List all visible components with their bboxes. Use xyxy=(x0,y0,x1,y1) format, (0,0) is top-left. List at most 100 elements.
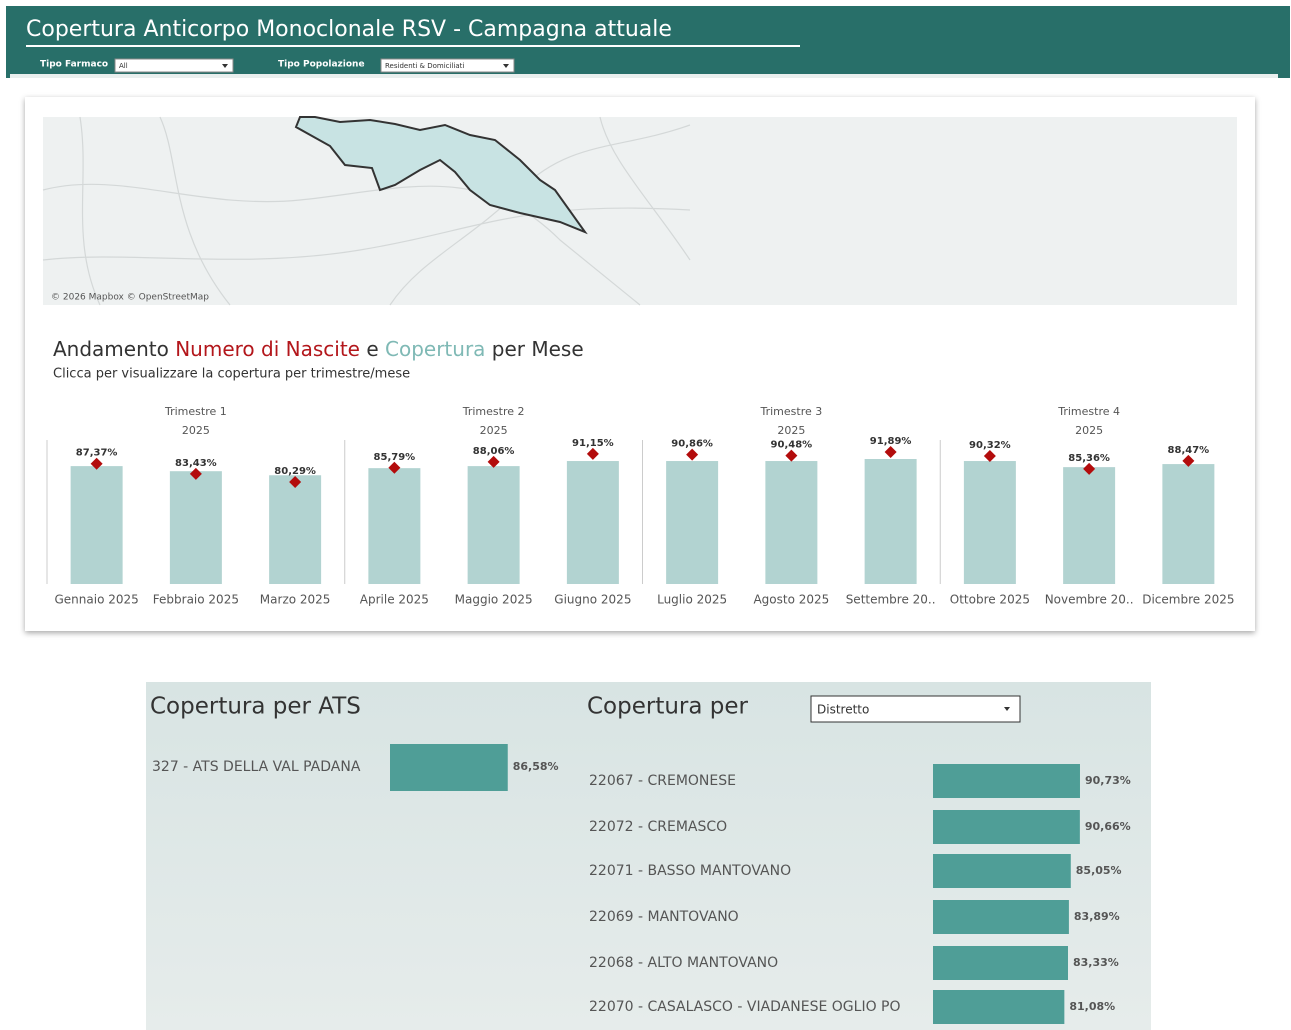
coverage-label: 90,86% xyxy=(671,439,713,450)
bar xyxy=(933,900,1069,934)
coverage-marker xyxy=(189,467,202,480)
x-tick-label: Febbraio 2025 xyxy=(153,593,239,607)
coverage-marker xyxy=(1083,462,1096,475)
x-tick-label: Agosto 2025 xyxy=(753,593,829,607)
coverage-label: 88,47% xyxy=(1168,445,1210,456)
coverage-marker xyxy=(90,457,103,470)
group-year: 2025 xyxy=(480,424,508,437)
title-part: per Mese xyxy=(485,337,583,361)
coverage-marker xyxy=(487,455,500,468)
coverage-marker xyxy=(884,446,897,458)
dropdown-arrow xyxy=(503,64,509,68)
district-title: Copertura per xyxy=(587,694,749,720)
filter-value: All xyxy=(119,62,128,70)
value-label: 90,66% xyxy=(1085,820,1131,833)
bar xyxy=(933,810,1080,844)
x-tick-label: Marzo 2025 xyxy=(260,593,331,607)
category-label: 22068 - ALTO MANTOVANO xyxy=(589,955,778,971)
x-tick-label: Giugno 2025 xyxy=(554,593,631,607)
coverage-marker xyxy=(289,476,302,488)
x-tick-label: Luglio 2025 xyxy=(657,593,727,607)
bar xyxy=(269,475,322,584)
title-part: Andamento xyxy=(53,337,175,361)
category-label: 22069 - MANTOVANO xyxy=(589,909,739,925)
title-births: Numero di Nascite xyxy=(175,337,360,361)
district-dropdown[interactable] xyxy=(810,695,1021,723)
title-coverage: Copertura xyxy=(385,337,485,361)
bar xyxy=(169,471,222,584)
category-label: 327 - ATS DELLA VAL PADANA xyxy=(152,759,361,775)
coverage-label: 85,79% xyxy=(374,452,416,463)
value-label: 81,08% xyxy=(1069,1000,1115,1013)
bar xyxy=(566,461,619,584)
title-part: e xyxy=(360,337,385,361)
group-year: 2025 xyxy=(1075,424,1103,437)
coverage-label: 90,32% xyxy=(969,440,1011,451)
ats-title: Copertura per ATS xyxy=(150,694,361,720)
bar xyxy=(933,946,1068,980)
group-year: 2025 xyxy=(777,424,805,437)
dropdown-value: Distretto xyxy=(817,703,869,717)
category-label: 22072 - CREMASCO xyxy=(589,819,727,835)
group-label: Trimestre 4 xyxy=(1057,405,1120,418)
coverage-marker xyxy=(785,449,798,462)
coverage-label: 87,37% xyxy=(76,448,118,459)
coverage-label: 80,29% xyxy=(274,466,316,477)
coverage-label: 85,36% xyxy=(1068,453,1110,464)
chart-subtitle: Clicca per visualizzare la copertura per… xyxy=(53,367,410,382)
bar xyxy=(666,461,719,584)
filter-label: Tipo Farmaco xyxy=(40,60,108,70)
coverage-label: 91,15% xyxy=(572,438,614,449)
coverage-marker xyxy=(983,450,996,463)
group-label: Trimestre 1 xyxy=(164,405,227,418)
bar xyxy=(1162,464,1215,584)
x-tick-label: Gennaio 2025 xyxy=(54,593,138,607)
group-label: Trimestre 3 xyxy=(759,405,822,418)
coverage-label: 83,43% xyxy=(175,458,217,469)
bar xyxy=(765,461,818,584)
bar xyxy=(70,466,123,584)
value-label: 90,73% xyxy=(1085,774,1131,787)
dropdown-arrow xyxy=(1004,707,1010,711)
x-tick-label: Novembre 20.. xyxy=(1045,593,1134,607)
page-title: Copertura Anticorpo Monoclonale RSV - Ca… xyxy=(26,17,672,42)
x-tick-label: Dicembre 2025 xyxy=(1142,593,1234,607)
group-label: Trimestre 2 xyxy=(462,405,525,418)
bar xyxy=(933,990,1065,1024)
filter-dropdown[interactable] xyxy=(114,58,234,73)
bar xyxy=(933,854,1071,888)
bar xyxy=(963,461,1016,584)
coverage-marker xyxy=(1182,454,1195,467)
map-attribution: © 2026 Mapbox © OpenStreetMap xyxy=(51,293,209,303)
x-tick-label: Ottobre 2025 xyxy=(950,593,1030,607)
category-label: 22071 - BASSO MANTOVANO xyxy=(589,863,791,879)
bar xyxy=(368,468,421,584)
coverage-marker xyxy=(388,461,401,474)
map-region[interactable] xyxy=(294,116,588,235)
x-tick-label: Aprile 2025 xyxy=(360,593,429,607)
bar xyxy=(933,764,1080,798)
dropdown-arrow xyxy=(222,64,228,68)
group-year: 2025 xyxy=(182,424,210,437)
bar xyxy=(1063,467,1116,584)
coverage-marker xyxy=(686,448,699,461)
chart-title: Andamento Numero di Nascite e Copertura … xyxy=(53,337,584,361)
header-edge xyxy=(10,74,1278,78)
value-label: 86,58% xyxy=(513,760,559,773)
value-label: 83,89% xyxy=(1074,910,1120,923)
category-label: 22070 - CASALASCO - VIADANESE OGLIO PO xyxy=(589,999,901,1015)
map[interactable] xyxy=(43,117,1237,305)
bar xyxy=(390,744,508,791)
value-label: 83,33% xyxy=(1073,956,1119,969)
x-tick-label: Maggio 2025 xyxy=(455,593,533,607)
bar xyxy=(864,459,917,584)
filter-label: Tipo Popolazione xyxy=(278,60,365,70)
filter-dropdown[interactable] xyxy=(380,58,515,73)
coverage-label: 90,48% xyxy=(771,440,813,451)
value-label: 85,05% xyxy=(1076,864,1122,877)
category-label: 22067 - CREMONESE xyxy=(589,773,736,789)
x-tick-label: Settembre 20.. xyxy=(846,593,936,607)
coverage-label: 88,06% xyxy=(473,446,515,457)
bar xyxy=(467,466,520,584)
